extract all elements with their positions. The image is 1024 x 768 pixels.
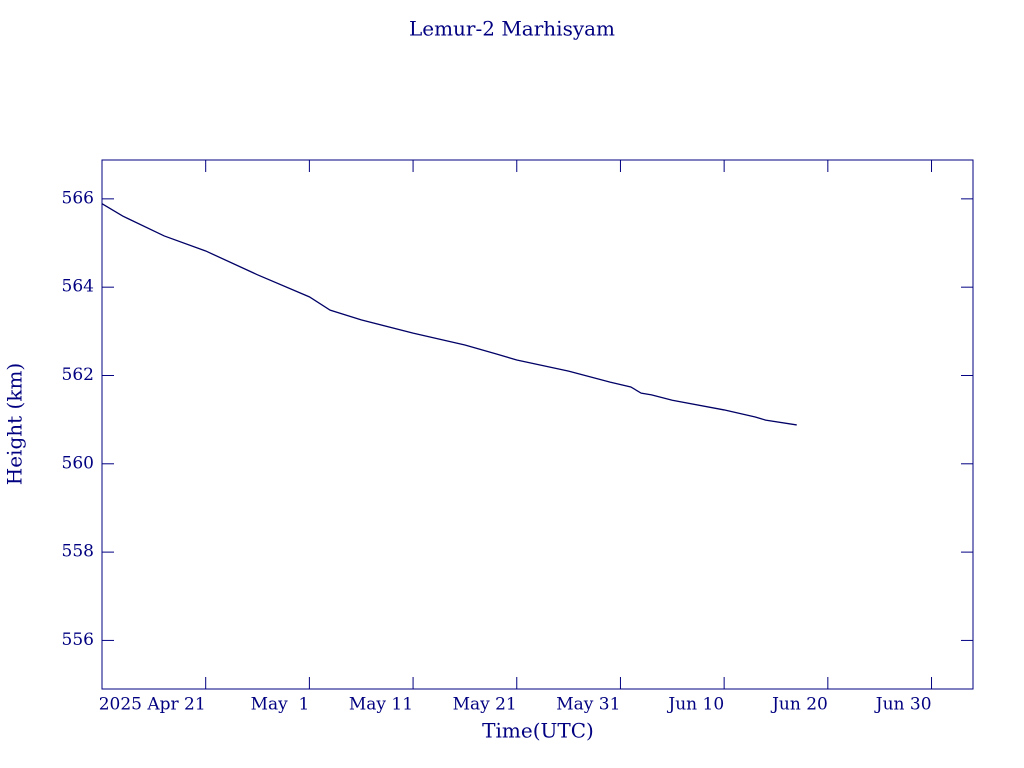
x-tick-label: Jun 20 — [770, 695, 828, 715]
x-tick-label: May 31 — [556, 695, 620, 715]
x-tick-label: Jun 10 — [666, 695, 724, 715]
y-tick-label: 566 — [62, 188, 94, 208]
y-axis-label: Height (km) — [3, 363, 27, 485]
plot-frame — [101, 159, 974, 690]
chart-title: Lemur-2 Marhisyam — [409, 17, 615, 41]
x-tick-label: 2025 Apr 21 — [99, 695, 206, 715]
x-tick-label: May 21 — [453, 695, 517, 715]
y-tick-label: 560 — [62, 453, 94, 473]
y-tick-label: 558 — [62, 542, 94, 562]
x-tick-label: May 11 — [349, 695, 413, 715]
x-tick-label: May 1 — [251, 695, 310, 715]
data-line — [101, 203, 797, 426]
x-tick-label: Jun 30 — [874, 695, 932, 715]
x-axis-label: Time(UTC) — [482, 719, 594, 743]
y-tick-label: 564 — [62, 277, 94, 297]
y-tick-label: 556 — [62, 630, 94, 650]
y-tick-label: 562 — [62, 365, 94, 385]
